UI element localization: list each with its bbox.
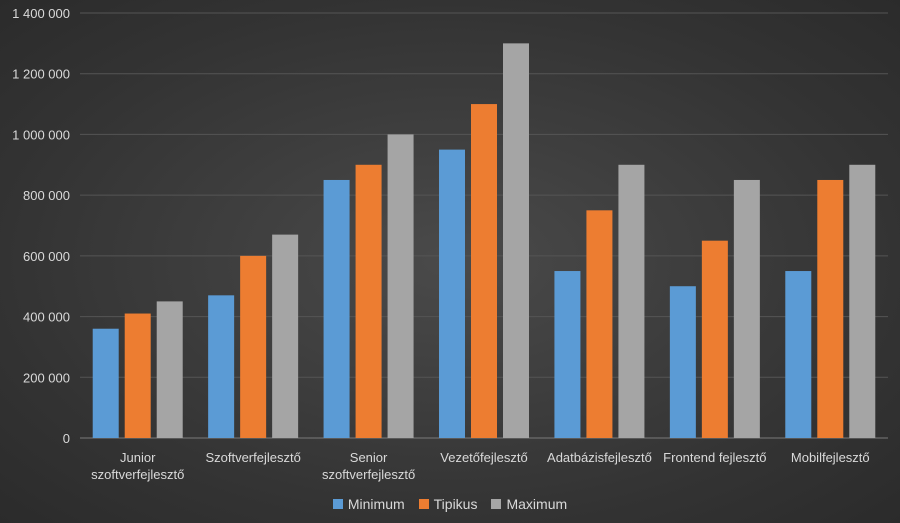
bar-maximum xyxy=(618,164,645,439)
category-label: Szoftverfejlesztő xyxy=(205,450,300,465)
y-tick-label: 600 000 xyxy=(23,249,70,264)
category-label: Junior szoftverfejlesztő xyxy=(91,450,184,482)
category-label: Mobilfejlesztő xyxy=(791,450,870,465)
y-tick-label: 1 400 000 xyxy=(12,6,70,21)
y-tick-label: 0 xyxy=(63,431,70,446)
chart-legend: Minimum Tipikus Maximum xyxy=(0,496,900,512)
y-tick-label: 400 000 xyxy=(23,310,70,325)
bar-minimum xyxy=(208,295,235,438)
bar-tipikus xyxy=(701,240,728,438)
bar-tipikus xyxy=(124,313,151,438)
bar-maximum xyxy=(272,234,299,438)
bar-tipikus xyxy=(817,179,844,438)
y-tick-label: 1 200 000 xyxy=(12,67,70,82)
bar-minimum xyxy=(439,149,465,438)
y-tick-label: 1 000 000 xyxy=(12,127,70,142)
bar-tipikus xyxy=(355,164,382,439)
bar-tipikus xyxy=(586,210,613,438)
bar-tipikus xyxy=(240,255,267,438)
bar-maximum xyxy=(156,301,183,438)
legend-swatch xyxy=(491,499,502,509)
legend-swatch xyxy=(418,499,429,509)
bar-minimum xyxy=(323,179,350,438)
legend-label: Maximum xyxy=(506,496,568,512)
bar-minimum xyxy=(669,286,696,438)
bars xyxy=(92,43,876,439)
legend-label: Tipikus xyxy=(433,496,478,512)
bar-minimum xyxy=(92,328,119,438)
category-label: Senior szoftverfejlesztő xyxy=(322,450,415,482)
bar-minimum xyxy=(785,271,812,438)
legend-item-minimum: Minimum xyxy=(332,496,405,512)
bar-minimum xyxy=(554,271,581,438)
bar-tipikus xyxy=(471,104,497,439)
legend-item-maximum: Maximum xyxy=(491,496,567,512)
y-tick-label: 800 000 xyxy=(23,188,70,203)
x-axis-labels: Junior szoftverfejlesztő Szoftverfejlesztő… xyxy=(91,450,870,482)
y-tick-label: 200 000 xyxy=(23,370,70,385)
legend-item-tipikus: Tipikus xyxy=(418,496,478,512)
bar-maximum xyxy=(733,179,760,438)
legend-swatch xyxy=(332,499,343,509)
category-label: Frontend fejlesztő xyxy=(663,450,766,465)
bar-maximum xyxy=(849,164,876,439)
category-label: Adatbázisfejlesztő xyxy=(547,450,652,465)
bar-maximum xyxy=(503,43,529,438)
y-axis-ticks: 0 200 000 400 000 600 000 800 000 1 000 000 1 … xyxy=(12,6,70,446)
bar-maximum xyxy=(387,134,414,438)
category-label: Vezetőfejlesztő xyxy=(440,450,527,465)
legend-label: Minimum xyxy=(347,496,405,512)
